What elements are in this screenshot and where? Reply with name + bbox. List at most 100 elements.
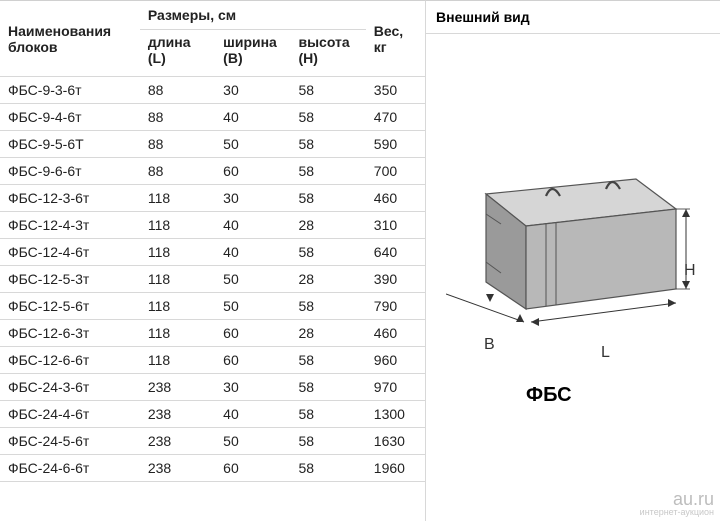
table-row: ФБС-9-6-6т886058700 bbox=[0, 158, 425, 185]
cell-b: 60 bbox=[215, 347, 290, 374]
cell-b: 40 bbox=[215, 212, 290, 239]
cell-b: 30 bbox=[215, 374, 290, 401]
cell-b: 50 bbox=[215, 266, 290, 293]
cell-b: 50 bbox=[215, 293, 290, 320]
table-row: ФБС-12-6-3т1186028460 bbox=[0, 320, 425, 347]
table-row: ФБС-12-4-3т1184028310 bbox=[0, 212, 425, 239]
cell-l: 118 bbox=[140, 347, 215, 374]
col-name-header: Наименования блоков bbox=[0, 1, 140, 77]
visual-panel: Внешний вид bbox=[425, 0, 720, 521]
cell-l: 118 bbox=[140, 239, 215, 266]
cell-h: 58 bbox=[290, 77, 365, 104]
dim-label-h: H bbox=[684, 262, 696, 280]
cell-name: ФБС-12-4-6т bbox=[0, 239, 140, 266]
table-row: ФБС-9-4-6т884058470 bbox=[0, 104, 425, 131]
cell-b: 50 bbox=[215, 428, 290, 455]
cell-l: 88 bbox=[140, 131, 215, 158]
cell-h: 58 bbox=[290, 401, 365, 428]
cell-h: 58 bbox=[290, 131, 365, 158]
cell-h: 28 bbox=[290, 320, 365, 347]
cell-b: 30 bbox=[215, 185, 290, 212]
diagram-caption: ФБС bbox=[526, 384, 572, 407]
cell-h: 28 bbox=[290, 212, 365, 239]
spec-table-panel: Наименования блоков Размеры, см Вес, кг … bbox=[0, 0, 425, 521]
cell-name: ФБС-24-5-6т bbox=[0, 428, 140, 455]
cell-b: 30 bbox=[215, 77, 290, 104]
cell-w: 590 bbox=[366, 131, 425, 158]
table-header: Наименования блоков Размеры, см Вес, кг … bbox=[0, 1, 425, 77]
watermark: au.ru интернет-аукцион bbox=[640, 490, 714, 517]
cell-l: 118 bbox=[140, 320, 215, 347]
cell-l: 118 bbox=[140, 293, 215, 320]
cell-w: 790 bbox=[366, 293, 425, 320]
cell-name: ФБС-12-5-6т bbox=[0, 293, 140, 320]
watermark-sub: интернет-аукцион bbox=[640, 508, 714, 517]
cell-h: 58 bbox=[290, 104, 365, 131]
cell-w: 310 bbox=[366, 212, 425, 239]
cell-w: 470 bbox=[366, 104, 425, 131]
cell-b: 40 bbox=[215, 104, 290, 131]
cell-name: ФБС-9-6-6т bbox=[0, 158, 140, 185]
cell-h: 58 bbox=[290, 347, 365, 374]
spec-table: Наименования блоков Размеры, см Вес, кг … bbox=[0, 1, 425, 482]
cell-l: 88 bbox=[140, 158, 215, 185]
cell-h: 58 bbox=[290, 428, 365, 455]
cell-b: 60 bbox=[215, 455, 290, 482]
cell-w: 970 bbox=[366, 374, 425, 401]
cell-w: 460 bbox=[366, 185, 425, 212]
table-row: ФБС-24-6-6т23860581960 bbox=[0, 455, 425, 482]
cell-l: 238 bbox=[140, 374, 215, 401]
cell-name: ФБС-12-5-3т bbox=[0, 266, 140, 293]
table-row: ФБС-9-3-6т883058350 bbox=[0, 77, 425, 104]
table-row: ФБС-24-3-6т2383058970 bbox=[0, 374, 425, 401]
watermark-main: au.ru bbox=[673, 489, 714, 509]
cell-w: 350 bbox=[366, 77, 425, 104]
page-layout: Наименования блоков Размеры, см Вес, кг … bbox=[0, 0, 720, 521]
table-row: ФБС-9-5-6Т885058590 bbox=[0, 131, 425, 158]
cell-b: 60 bbox=[215, 158, 290, 185]
cell-l: 88 bbox=[140, 77, 215, 104]
cell-h: 58 bbox=[290, 374, 365, 401]
cell-l: 88 bbox=[140, 104, 215, 131]
cell-h: 58 bbox=[290, 293, 365, 320]
cell-h: 58 bbox=[290, 158, 365, 185]
cell-b: 40 bbox=[215, 401, 290, 428]
table-body: ФБС-9-3-6т883058350ФБС-9-4-6т884058470ФБ… bbox=[0, 77, 425, 482]
cell-w: 640 bbox=[366, 239, 425, 266]
col-length-header: длина (L) bbox=[140, 30, 215, 77]
col-weight-header: Вес, кг bbox=[366, 1, 425, 77]
cell-name: ФБС-12-6-3т bbox=[0, 320, 140, 347]
cell-name: ФБС-9-5-6Т bbox=[0, 131, 140, 158]
visual-title: Внешний вид bbox=[426, 1, 720, 34]
cell-l: 238 bbox=[140, 401, 215, 428]
table-row: ФБС-24-5-6т23850581630 bbox=[0, 428, 425, 455]
dim-label-l: L bbox=[601, 344, 610, 362]
col-width-header: ширина (B) bbox=[215, 30, 290, 77]
cell-l: 118 bbox=[140, 185, 215, 212]
cell-name: ФБС-12-3-6т bbox=[0, 185, 140, 212]
cell-w: 460 bbox=[366, 320, 425, 347]
cell-name: ФБС-9-4-6т bbox=[0, 104, 140, 131]
table-row: ФБС-12-4-6т1184058640 bbox=[0, 239, 425, 266]
table-row: ФБС-12-3-6т1183058460 bbox=[0, 185, 425, 212]
cell-name: ФБС-24-3-6т bbox=[0, 374, 140, 401]
cell-h: 58 bbox=[290, 239, 365, 266]
block-svg bbox=[446, 154, 696, 354]
cell-b: 60 bbox=[215, 320, 290, 347]
col-dims-group-header: Размеры, см bbox=[140, 1, 366, 30]
cell-name: ФБС-24-6-6т bbox=[0, 455, 140, 482]
cell-h: 58 bbox=[290, 185, 365, 212]
cell-w: 700 bbox=[366, 158, 425, 185]
col-height-header: высота (H) bbox=[290, 30, 365, 77]
cell-b: 40 bbox=[215, 239, 290, 266]
cell-name: ФБС-24-4-6т bbox=[0, 401, 140, 428]
cell-w: 960 bbox=[366, 347, 425, 374]
cell-w: 390 bbox=[366, 266, 425, 293]
table-row: ФБС-12-6-6т1186058960 bbox=[0, 347, 425, 374]
cell-w: 1960 bbox=[366, 455, 425, 482]
cell-h: 28 bbox=[290, 266, 365, 293]
cell-l: 238 bbox=[140, 428, 215, 455]
cell-name: ФБС-12-4-3т bbox=[0, 212, 140, 239]
cell-name: ФБС-12-6-6т bbox=[0, 347, 140, 374]
dim-label-b: B bbox=[484, 336, 495, 354]
